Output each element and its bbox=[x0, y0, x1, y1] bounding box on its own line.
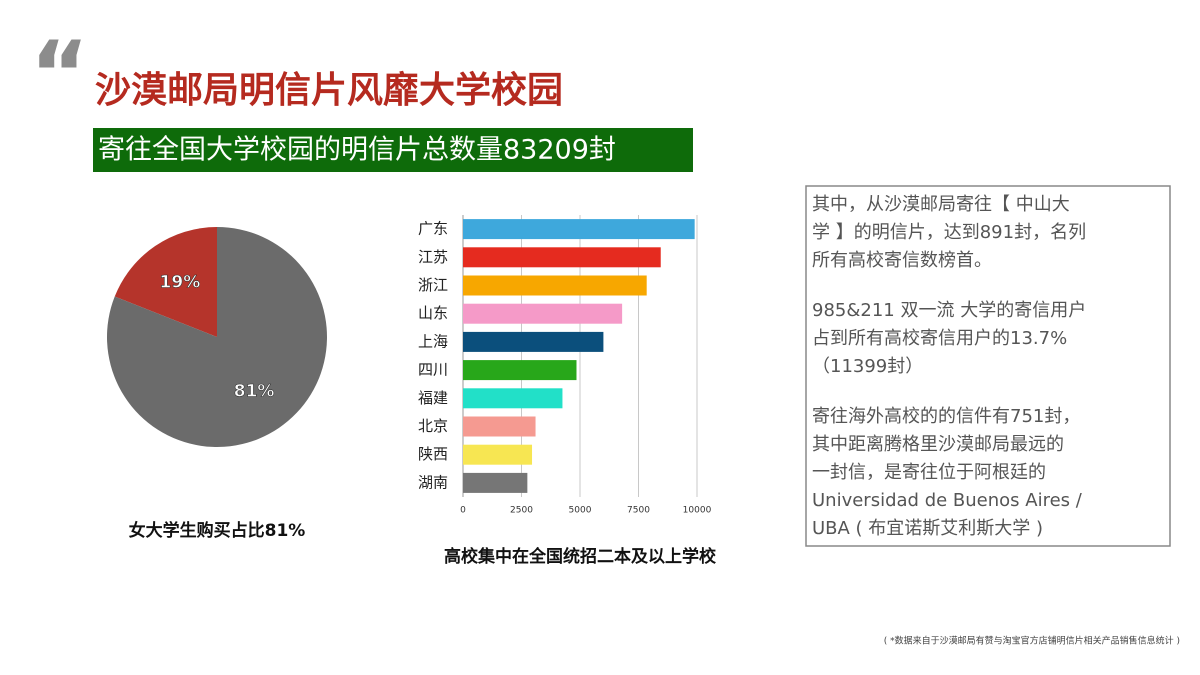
slice-label: 81% bbox=[234, 382, 275, 402]
note-box bbox=[805, 185, 1171, 547]
slide-title: 沙漠邮局明信片风靡大学校园 bbox=[95, 69, 563, 111]
bar bbox=[463, 219, 695, 240]
x-tick-label: 5000 bbox=[569, 506, 592, 516]
bar bbox=[463, 360, 577, 381]
footnote: ( *数据来自于沙漠邮局有赞与淘宝官方店铺明信片相关产品销售信息统计 ) bbox=[884, 635, 1180, 647]
note-line: 其中距离腾格里沙漠邮局最远的 bbox=[812, 434, 1064, 455]
pie-slice bbox=[106, 227, 327, 447]
y-tick-label: 上海 bbox=[418, 332, 448, 350]
bar bbox=[463, 303, 623, 324]
y-tick-label: 湖南 bbox=[418, 473, 448, 491]
note-line: 所有高校寄信数榜首。 bbox=[812, 250, 992, 271]
note-line: UBA ( 布宜诺斯艾利斯大学 ) bbox=[812, 518, 1043, 539]
bar bbox=[463, 444, 533, 465]
note-line: 其中，从沙漠邮局寄往【 中山大 bbox=[812, 194, 1070, 215]
y-tick-label: 陕西 bbox=[418, 445, 448, 463]
bar bbox=[463, 472, 528, 493]
note-line: 学 】的明信片，达到891封，名列 bbox=[812, 222, 1086, 243]
slide-subtitle: 寄往全国大学校园的明信片总数量83209封 bbox=[98, 135, 616, 166]
y-tick-label: 浙江 bbox=[418, 276, 448, 294]
note-line: 985&211 双一流 大学的寄信用户 bbox=[812, 300, 1086, 321]
y-tick-label: 江苏 bbox=[418, 248, 448, 266]
bar bbox=[463, 247, 661, 268]
x-tick-label: 0 bbox=[460, 506, 466, 516]
subtitle-band bbox=[93, 128, 693, 172]
pie-caption: 女大学生购买占比81% bbox=[129, 520, 306, 541]
y-tick-label: 福建 bbox=[418, 389, 448, 407]
note-line: 一封信，是寄往位于阿根廷的 bbox=[812, 462, 1046, 483]
note-line: （11399封） bbox=[812, 356, 923, 377]
bar-caption: 高校集中在全国统招二本及以上学校 bbox=[444, 546, 717, 567]
y-tick-label: 山东 bbox=[418, 304, 448, 322]
y-tick-label: 四川 bbox=[418, 361, 448, 379]
y-tick-label: 北京 bbox=[418, 417, 448, 435]
note-line: 占到所有高校寄信用户的13.7% bbox=[812, 328, 1067, 349]
x-tick-label: 2500 bbox=[510, 506, 533, 516]
x-tick-label: 7500 bbox=[627, 506, 650, 516]
note-line: Universidad de Buenos Aires / bbox=[812, 490, 1083, 511]
bar bbox=[463, 331, 604, 352]
pie-slice bbox=[114, 227, 217, 337]
quote-mark: “ bbox=[30, 22, 89, 127]
bar bbox=[463, 388, 563, 409]
bar bbox=[463, 275, 647, 296]
note-line: 寄往海外高校的的信件有751封， bbox=[812, 406, 1080, 427]
slice-label: 19% bbox=[160, 272, 201, 292]
x-tick-label: 10000 bbox=[683, 506, 712, 516]
bar bbox=[463, 416, 536, 437]
y-tick-label: 广东 bbox=[418, 220, 448, 238]
